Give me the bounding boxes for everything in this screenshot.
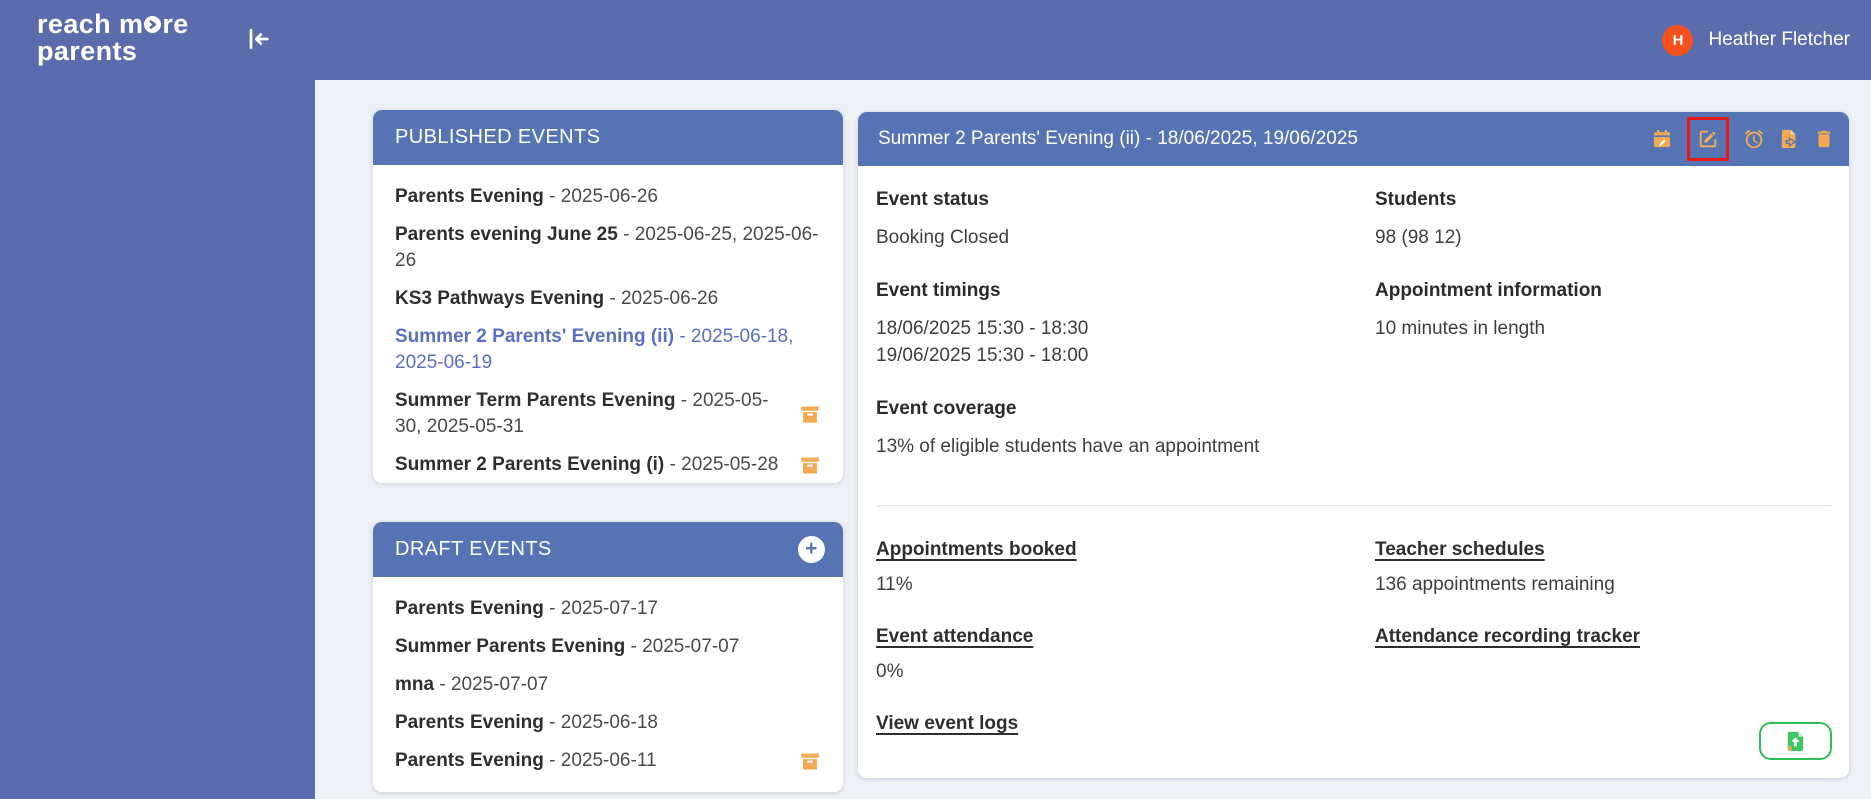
export-file-button[interactable] — [1759, 722, 1832, 760]
event-name: Summer Term Parents Evening — [395, 390, 676, 411]
event-name: Parents Evening — [395, 598, 544, 619]
event-list-item[interactable]: Parents Evening - 2025-06-26 — [395, 184, 821, 210]
edit-icon[interactable] — [1697, 128, 1719, 150]
published-events-list: Parents Evening - 2025-06-26 Parents eve… — [373, 165, 843, 500]
event-name: Summer 2 Parents' Evening (ii) — [395, 326, 675, 347]
divider — [876, 505, 1831, 506]
logo-text-3: parents — [37, 36, 138, 66]
panel-title: DRAFT EVENTS — [395, 538, 552, 560]
event-name: Parents evening June 25 — [395, 224, 618, 245]
teacher-schedules-value: 136 appointments remaining — [1375, 574, 1615, 595]
event-dates: - 2025-06-18, 2025-06-19 — [395, 326, 794, 373]
archive-icon — [799, 750, 821, 772]
archive-icon — [799, 403, 821, 425]
event-name: Parents Evening — [395, 712, 544, 733]
event-status-label: Event status — [876, 189, 989, 210]
event-attendance-value: 0% — [876, 661, 904, 682]
user-menu[interactable]: H Heather Fletcher — [1662, 0, 1850, 80]
appointments-booked-link[interactable]: Appointments booked — [876, 539, 1077, 560]
file-export-icon[interactable] — [1778, 128, 1800, 150]
event-detail-header: Summer 2 Parents' Evening (ii) - 18/06/2… — [858, 112, 1849, 166]
event-dates: - 2025-06-18 — [543, 712, 658, 733]
event-list-item[interactable]: KS3 Pathways Evening - 2025-06-26 — [395, 286, 821, 312]
panel-title: PUBLISHED EVENTS — [395, 126, 601, 148]
event-timings-label: Event timings — [876, 280, 1001, 301]
collapse-left-icon — [249, 28, 269, 50]
event-list-item[interactable]: Parents evening June 25 - 2025-06-25, 20… — [395, 222, 821, 274]
event-dates: - 2025-06-25, 2025-06-26 — [395, 224, 819, 271]
add-event-button[interactable]: + — [798, 536, 825, 563]
event-list-item[interactable]: Parents Evening - 2025-07-17 — [395, 596, 821, 622]
event-list-item[interactable]: Summer 2 Parents Evening (i) - 2025-05-2… — [395, 452, 821, 478]
appointments-booked-value: 11% — [876, 574, 913, 595]
event-name: Parents Evening — [395, 750, 544, 771]
appointment-info-label: Appointment information — [1375, 280, 1602, 301]
event-list-item[interactable]: mna - 2025-07-07 — [395, 672, 821, 698]
event-detail-card: Summer 2 Parents' Evening (ii) - 18/06/2… — [858, 112, 1849, 778]
event-dates: - 2025-07-07 — [625, 636, 740, 657]
attendance-tracker-link[interactable]: Attendance recording tracker — [1375, 626, 1641, 647]
draft-events-header: DRAFT EVENTS + — [373, 522, 843, 577]
event-dates: - 2025-05-28 — [664, 454, 779, 475]
event-name: Summer 2 Parents Evening (i) — [395, 454, 665, 475]
logo-text-2: re — [162, 9, 189, 39]
alarm-icon[interactable] — [1743, 128, 1765, 150]
event-dates: - 2025-07-07 — [434, 674, 549, 695]
event-list-item[interactable]: Summer 2 Parents' Evening (ii) - 2025-06… — [395, 324, 821, 376]
app-logo: reach m re parents — [37, 11, 189, 65]
event-list-item[interactable]: Summer Parents Evening - 2025-07-07 — [395, 634, 821, 660]
event-attendance-link[interactable]: Event attendance — [876, 626, 1034, 647]
event-dates: - 2025-06-26 — [543, 186, 658, 207]
sidebar-collapse-button[interactable] — [244, 25, 274, 55]
draft-events-panel: DRAFT EVENTS + Parents Evening - 2025-07… — [373, 522, 843, 792]
event-status-value: Booking Closed — [876, 227, 1010, 248]
published-events-panel: PUBLISHED EVENTS Parents Evening - 2025-… — [373, 110, 843, 483]
published-events-header: PUBLISHED EVENTS — [373, 110, 843, 165]
teacher-schedules-link[interactable]: Teacher schedules — [1375, 539, 1545, 560]
event-timing-line: 19/06/2025 15:30 - 18:00 — [876, 345, 1089, 366]
event-timing-line: 18/06/2025 15:30 - 18:30 — [876, 318, 1089, 339]
event-detail-title: Summer 2 Parents' Evening (ii) - 18/06/2… — [878, 128, 1358, 149]
event-coverage-value: 13% of eligible students have an appoint… — [876, 436, 1260, 457]
event-toolbar — [1651, 117, 1835, 161]
students-label: Students — [1375, 189, 1457, 210]
calendar-edit-icon[interactable] — [1651, 128, 1673, 150]
view-event-logs-link[interactable]: View event logs — [876, 713, 1019, 734]
archive-icon — [799, 454, 821, 476]
event-name: Summer Parents Evening — [395, 636, 626, 657]
delete-icon[interactable] — [1813, 128, 1835, 150]
logo-text-1: reach m — [37, 9, 144, 39]
event-list-item[interactable]: Parents Evening - 2025-06-18 — [395, 710, 821, 736]
topbar: reach m re parents H Heather Fletcher — [0, 0, 1871, 80]
event-dates: - 2025-05-30, 2025-05-31 — [395, 390, 769, 437]
highlight-box — [1687, 117, 1729, 161]
event-name: Parents Evening — [395, 186, 544, 207]
event-name: KS3 Pathways Evening — [395, 288, 605, 309]
user-name: Heather Fletcher — [1708, 29, 1850, 50]
draft-events-list: Parents Evening - 2025-07-17 Summer Pare… — [373, 577, 843, 796]
file-upload-icon — [1787, 731, 1804, 751]
logo-arrow-o-icon — [144, 16, 162, 33]
event-name: mna — [395, 674, 435, 695]
sidebar — [0, 0, 315, 799]
event-list-item[interactable]: Parents Evening - 2025-06-11 — [395, 748, 821, 774]
students-value: 98 (98 12) — [1375, 227, 1462, 248]
event-coverage-label: Event coverage — [876, 398, 1017, 419]
event-list-item[interactable]: Summer Term Parents Evening - 2025-05-30… — [395, 388, 821, 440]
appointment-info-value: 10 minutes in length — [1375, 318, 1546, 339]
event-dates: - 2025-06-26 — [604, 288, 719, 309]
event-dates: - 2025-06-11 — [543, 750, 657, 771]
avatar: H — [1662, 24, 1694, 56]
event-dates: - 2025-07-17 — [543, 598, 658, 619]
